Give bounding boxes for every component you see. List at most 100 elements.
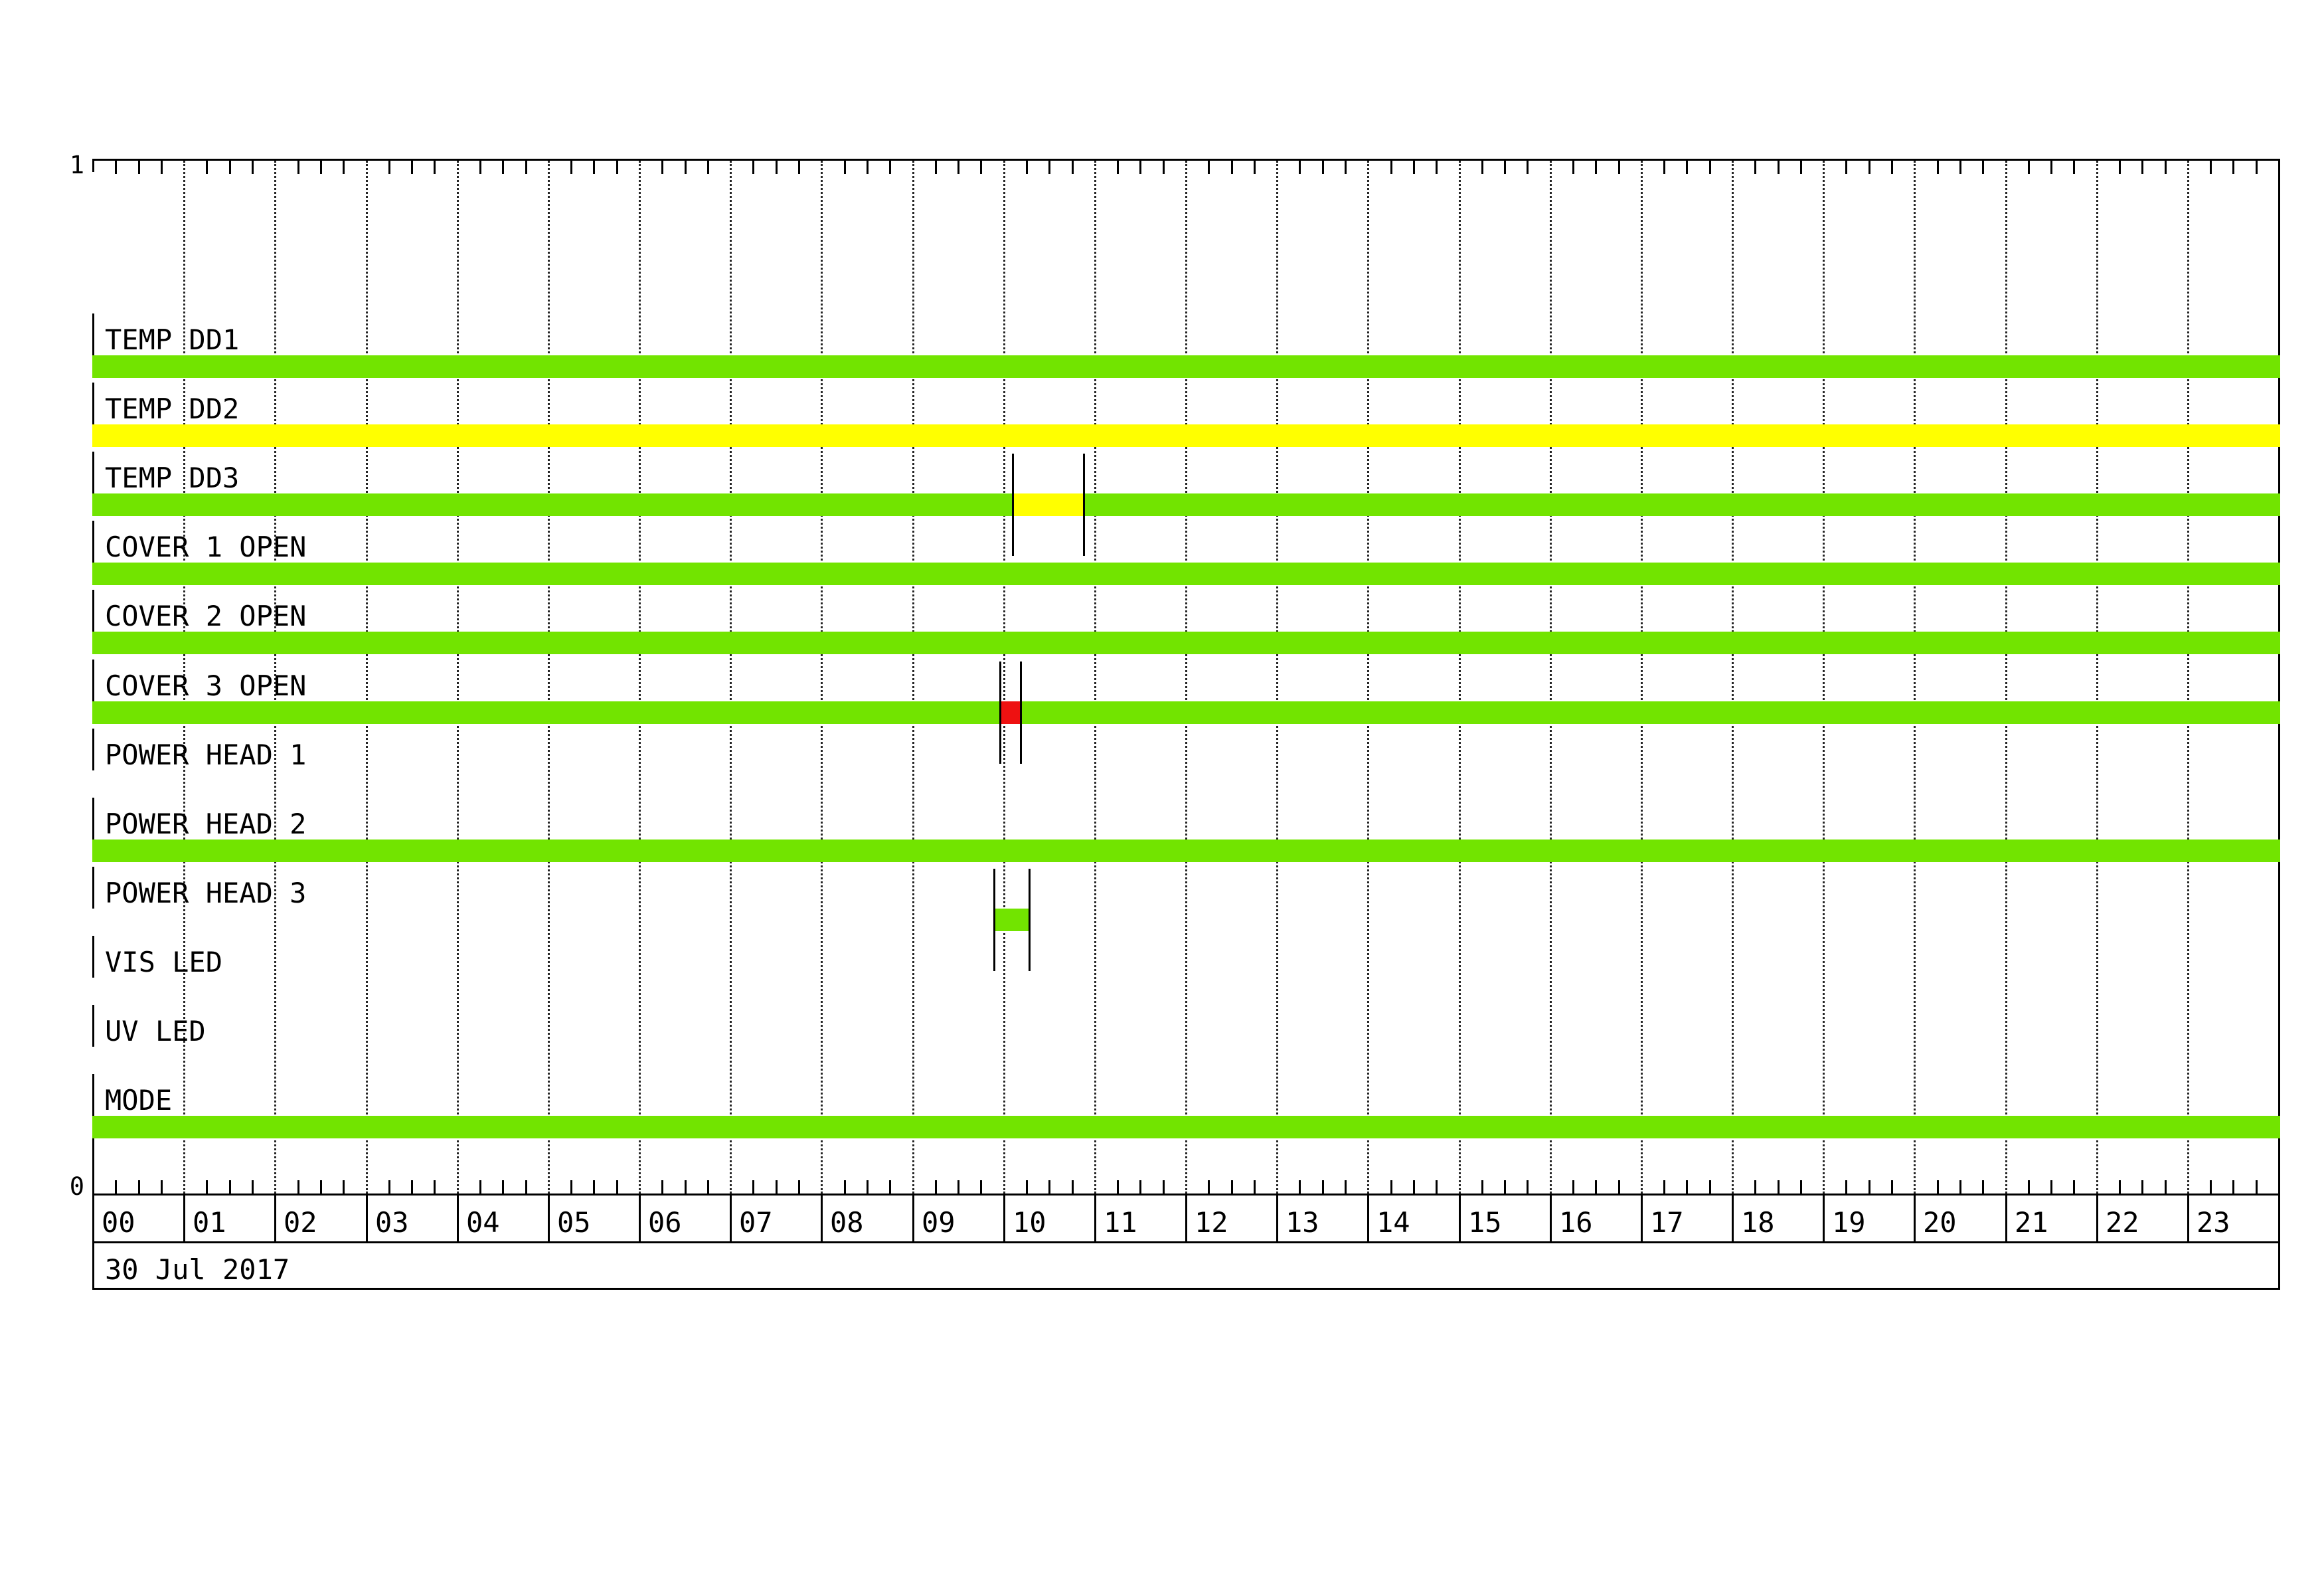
hour-gridline — [1003, 161, 1005, 1194]
row-label-cover-1-open: COVER 1 OPEN — [105, 531, 307, 563]
hour-cell-divider — [92, 1194, 94, 1243]
event-boundary-marker — [1029, 869, 1031, 971]
quarter-tick-top — [1390, 161, 1392, 174]
quarter-tick-top — [661, 161, 663, 174]
row-label-temp-dd3: TEMP DD3 — [105, 462, 240, 494]
hour-label-04: 04 — [466, 1206, 500, 1239]
quarter-tick-bottom — [1026, 1180, 1028, 1194]
row-label-mode: MODE — [105, 1084, 173, 1116]
status-bar-segment-cover-3-open — [92, 701, 2280, 724]
hour-label-15: 15 — [1468, 1206, 1502, 1239]
hour-cell-divider — [2187, 1194, 2189, 1243]
quarter-tick-top — [2232, 161, 2234, 174]
quarter-tick-bottom — [867, 1180, 869, 1194]
quarter-tick-bottom — [320, 1180, 322, 1194]
date-strip-left-border — [92, 1241, 94, 1290]
quarter-tick-top — [752, 161, 754, 174]
hour-cell-divider — [2278, 1194, 2280, 1243]
hour-cell-divider — [1550, 1194, 1552, 1243]
quarter-tick-top — [2256, 161, 2258, 174]
status-bar-segment-mode — [92, 1116, 2280, 1138]
quarter-tick-top — [1754, 161, 1756, 174]
quarter-tick-top — [320, 161, 322, 174]
plot-top-border — [92, 159, 2280, 161]
quarter-tick-bottom — [252, 1180, 254, 1194]
quarter-tick-top — [1800, 161, 1802, 174]
quarter-tick-top — [502, 161, 504, 174]
quarter-tick-bottom — [2256, 1180, 2258, 1194]
quarter-tick-top — [1686, 161, 1688, 174]
date-strip-bottom-border — [92, 1288, 2280, 1290]
quarter-tick-bottom — [1390, 1180, 1392, 1194]
quarter-tick-bottom — [776, 1180, 778, 1194]
quarter-tick-top — [1868, 161, 1870, 174]
quarter-tick-bottom — [1504, 1180, 1506, 1194]
hour-label-12: 12 — [1195, 1206, 1228, 1239]
hour-gridline — [366, 161, 368, 1194]
status-bar-segment-temp-dd1 — [92, 355, 2280, 378]
status-bar-segment-temp-dd2 — [92, 424, 2280, 447]
quarter-tick-bottom — [115, 1180, 117, 1194]
quarter-tick-bottom — [1436, 1180, 1438, 1194]
quarter-tick-bottom — [1686, 1180, 1688, 1194]
hour-label-20: 20 — [1923, 1206, 1957, 1239]
quarter-tick-top — [161, 161, 163, 174]
quarter-tick-bottom — [935, 1180, 937, 1194]
hour-cell-divider — [1459, 1194, 1461, 1243]
quarter-tick-top — [229, 161, 231, 174]
hour-cell-divider — [1003, 1194, 1005, 1243]
quarter-tick-bottom — [2165, 1180, 2167, 1194]
quarter-tick-bottom — [1891, 1180, 1893, 1194]
hour-gridline — [912, 161, 914, 1194]
hour-label-11: 11 — [1104, 1206, 1137, 1239]
hour-cell-divider — [2096, 1194, 2098, 1243]
hour-gridline — [274, 161, 276, 1194]
plot-right-border — [2278, 159, 2280, 1196]
quarter-tick-top — [1778, 161, 1780, 174]
hour-label-02: 02 — [284, 1206, 317, 1239]
quarter-tick-bottom — [229, 1180, 231, 1194]
y-axis-row-tick — [92, 383, 94, 424]
quarter-tick-top — [2165, 161, 2167, 174]
quarter-tick-top — [2028, 161, 2030, 174]
y-axis-row-tick — [92, 936, 94, 978]
quarter-tick-bottom — [1231, 1180, 1233, 1194]
quarter-tick-bottom — [479, 1180, 481, 1194]
hour-cell-divider — [1914, 1194, 1916, 1243]
quarter-tick-top — [1891, 161, 1893, 174]
hour-cell-divider — [2005, 1194, 2007, 1243]
quarter-tick-bottom — [1299, 1180, 1301, 1194]
quarter-tick-bottom — [1345, 1180, 1347, 1194]
hour-label-09: 09 — [922, 1206, 955, 1239]
quarter-tick-top — [1504, 161, 1506, 174]
quarter-tick-bottom — [297, 1180, 299, 1194]
row-label-vis-led: VIS LED — [105, 946, 223, 978]
quarter-tick-top — [935, 161, 937, 174]
quarter-tick-top — [1845, 161, 1847, 174]
hour-label-08: 08 — [830, 1206, 864, 1239]
quarter-tick-top — [1481, 161, 1483, 174]
quarter-tick-top — [889, 161, 891, 174]
y-axis-row-tick — [92, 1005, 94, 1047]
date-strip-right-border — [2278, 1241, 2280, 1290]
hour-cell-divider — [821, 1194, 823, 1243]
quarter-tick-top — [1048, 161, 1050, 174]
hour-label-16: 16 — [1559, 1206, 1593, 1239]
quarter-tick-bottom — [1618, 1180, 1620, 1194]
y-axis-row-tick — [92, 798, 94, 840]
quarter-tick-bottom — [752, 1180, 754, 1194]
hour-label-18: 18 — [1741, 1206, 1775, 1239]
quarter-tick-bottom — [980, 1180, 982, 1194]
y-axis-row-tick — [92, 867, 94, 909]
quarter-tick-top — [685, 161, 687, 174]
quarter-tick-bottom — [434, 1180, 436, 1194]
hour-gridline — [1550, 161, 1552, 1194]
quarter-tick-bottom — [593, 1180, 595, 1194]
hour-cell-divider — [1641, 1194, 1643, 1243]
quarter-tick-top — [1436, 161, 1438, 174]
quarter-tick-bottom — [1754, 1180, 1756, 1194]
hour-cell-divider — [1367, 1194, 1369, 1243]
quarter-tick-bottom — [1595, 1180, 1597, 1194]
quarter-tick-bottom — [1413, 1180, 1415, 1194]
status-bar-segment-power-head-2 — [92, 840, 2280, 862]
